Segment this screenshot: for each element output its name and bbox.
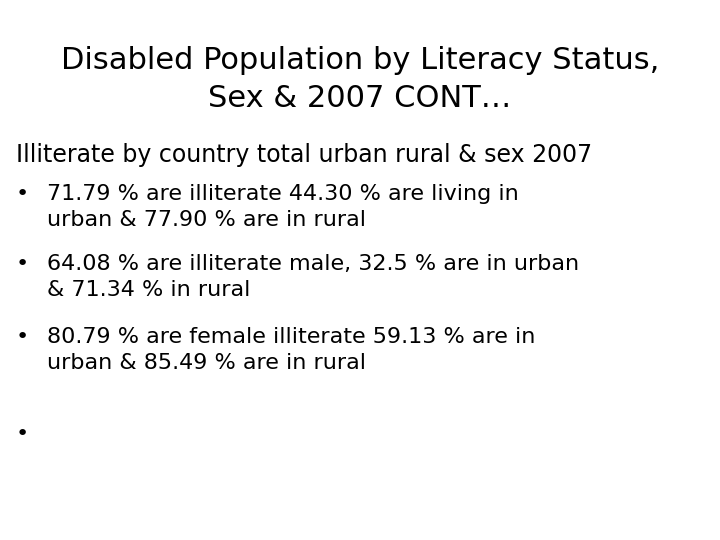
Text: Illiterate by country total urban rural & sex 2007: Illiterate by country total urban rural … <box>16 143 592 167</box>
Text: •: • <box>16 424 29 444</box>
Text: 71.79 % are illiterate 44.30 % are living in
urban & 77.90 % are in rural: 71.79 % are illiterate 44.30 % are livin… <box>47 184 518 230</box>
Text: •: • <box>16 327 29 347</box>
Text: •: • <box>16 184 29 204</box>
Text: Disabled Population by Literacy Status,: Disabled Population by Literacy Status, <box>60 46 660 75</box>
Text: 64.08 % are illiterate male, 32.5 % are in urban
& 71.34 % in rural: 64.08 % are illiterate male, 32.5 % are … <box>47 254 579 300</box>
Text: •: • <box>16 254 29 274</box>
Text: 80.79 % are female illiterate 59.13 % are in
urban & 85.49 % are in rural: 80.79 % are female illiterate 59.13 % ar… <box>47 327 535 373</box>
Text: Sex & 2007 CONT…: Sex & 2007 CONT… <box>208 84 512 113</box>
